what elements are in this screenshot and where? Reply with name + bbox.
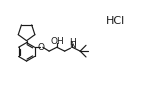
Text: O: O: [38, 43, 45, 52]
Text: OH: OH: [51, 37, 65, 46]
Text: N: N: [69, 41, 76, 50]
Text: H: H: [69, 38, 76, 47]
Text: HCl: HCl: [106, 16, 125, 26]
